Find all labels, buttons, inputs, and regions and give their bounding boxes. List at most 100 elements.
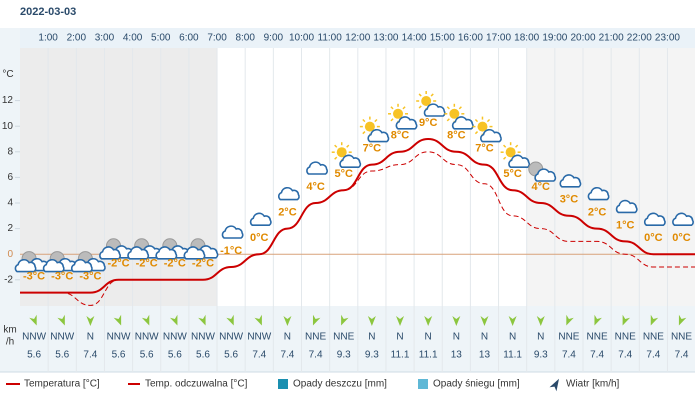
axis-band (0, 28, 20, 372)
sun (421, 96, 432, 106)
wind-direction: NNE (643, 332, 664, 343)
temperature-label: 7°C (363, 143, 382, 155)
wind-speed: 5.6 (112, 350, 126, 361)
sun-ray (446, 118, 450, 122)
wind-speed: 7.4 (618, 350, 632, 361)
temperature-label: 5°C (503, 168, 522, 180)
wind-direction: NNW (135, 332, 159, 343)
wind-direction: N (87, 332, 94, 343)
sun-ray (503, 144, 507, 148)
x-tick-label: 22:00 (627, 33, 652, 44)
wind-unit: /h (6, 337, 14, 348)
wind-direction: NNE (671, 332, 692, 343)
temperature-label: -3°C (79, 271, 101, 283)
temperature-label: -2°C (164, 258, 186, 270)
sun (336, 147, 347, 158)
wind-speed: 7.4 (252, 350, 266, 361)
y-tick-label: 4 (7, 198, 13, 209)
wind-direction: NNE (587, 332, 608, 343)
wind-arrow (566, 314, 574, 326)
wind-direction: NNE (333, 332, 354, 343)
sun-ray (362, 131, 366, 135)
cloud (127, 246, 150, 260)
sun-ray (474, 131, 479, 135)
wind-direction: NNE (305, 332, 326, 343)
cloud (423, 103, 446, 117)
weather-icon (587, 186, 610, 201)
sun-ray (515, 144, 519, 148)
sun-ray (334, 156, 338, 160)
x-tick-label: 21:00 (599, 33, 624, 44)
legend-label: Wiatr [km/h] (566, 379, 620, 390)
sun-ray (390, 106, 394, 110)
sun-ray (418, 93, 422, 97)
y-tick-label: -2 (4, 274, 13, 285)
temperature-label: 1°C (616, 219, 635, 231)
legend-label: Temp. odczuwalna [°C] (145, 379, 248, 390)
wind-speed: 9.3 (534, 350, 548, 361)
cloud (70, 258, 93, 273)
temperature-label: -2°C (136, 258, 158, 270)
cloud (587, 186, 610, 201)
sun (477, 121, 488, 132)
weather-icon (615, 199, 638, 214)
wind-speed: 13 (451, 350, 463, 361)
x-tick-label: 14:00 (402, 33, 427, 44)
weather-icon (331, 142, 362, 168)
cloud (99, 246, 121, 260)
weather-icon (70, 251, 106, 273)
x-tick-label: 23:00 (655, 33, 680, 44)
x-tick-label: 11:00 (318, 33, 343, 44)
wind-speed: 11.1 (419, 350, 438, 361)
wind-arrow (141, 314, 150, 326)
cloud (451, 116, 474, 130)
x-tick-label: 5:00 (151, 33, 171, 44)
wind-direction: NNE (615, 332, 636, 343)
wind-arrow (169, 314, 178, 326)
wind-arrow (283, 316, 292, 326)
cloud (534, 168, 557, 182)
weather-icon (278, 186, 300, 201)
sun (364, 121, 375, 132)
cloud (42, 258, 65, 273)
cloud (183, 246, 206, 260)
x-tick-label: 10:00 (289, 33, 314, 44)
legend-swatch (418, 379, 428, 389)
y-tick-label: 6 (7, 172, 13, 183)
x-tick-label: 16:00 (458, 33, 483, 44)
wind-direction: NNW (22, 332, 46, 343)
temperature-label: 0°C (672, 232, 691, 244)
wind-arrow (594, 314, 602, 326)
wind-arrow (480, 316, 489, 326)
wind-speed: 13 (479, 350, 491, 361)
x-tick-label: 3:00 (95, 33, 115, 44)
sun (393, 108, 404, 119)
wind-arrow (198, 314, 206, 326)
wind-speed: 7.4 (83, 350, 97, 361)
weather-icon (306, 161, 328, 175)
wind-direction: NNW (191, 332, 215, 343)
y-tick-label: 12 (2, 95, 14, 106)
legend-swatch (549, 378, 559, 392)
wind-direction: N (425, 332, 432, 343)
wind-direction: N (537, 332, 544, 343)
weather-icon (183, 238, 219, 260)
hour-row (20, 28, 695, 48)
wind-speed: 7.4 (646, 350, 660, 361)
x-tick-label: 18:00 (514, 33, 539, 44)
cloud (615, 199, 638, 214)
temperature-label: 0°C (644, 232, 663, 244)
sun-ray (362, 118, 366, 123)
sun-ray (402, 106, 406, 110)
sun-ray (458, 106, 462, 110)
sun-ray (474, 118, 479, 123)
cloud (278, 186, 300, 201)
x-tick-label: 9:00 (264, 33, 284, 44)
cloud (395, 116, 418, 130)
sun-ray (346, 144, 350, 148)
wind-arrow (424, 316, 433, 326)
cloud (672, 212, 694, 226)
wind-unit: km (3, 325, 16, 336)
wind-arrow (396, 316, 405, 326)
x-tick-label: 1:00 (38, 33, 58, 44)
